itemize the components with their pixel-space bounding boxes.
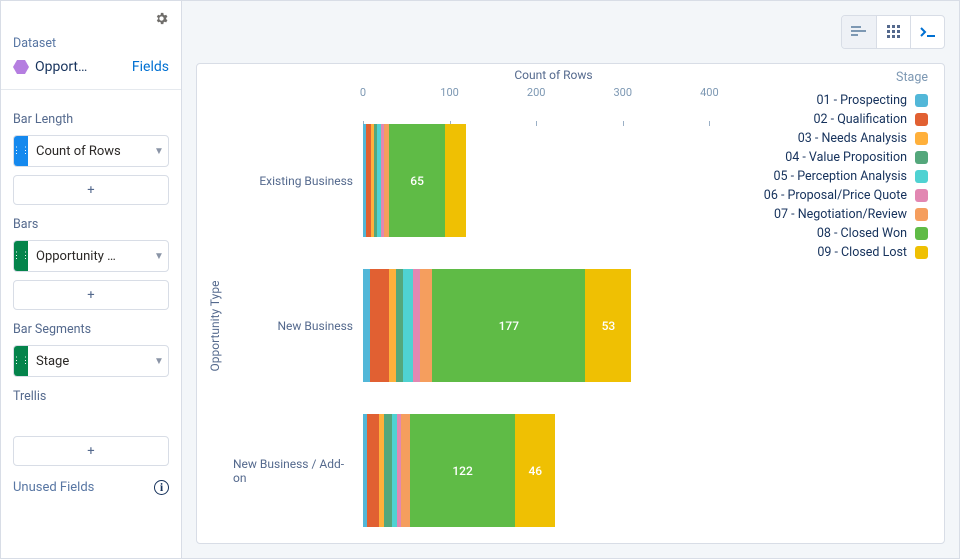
- bar-segment[interactable]: [403, 269, 413, 382]
- bar-row: 65: [363, 108, 744, 253]
- x-tick: 200: [527, 86, 546, 99]
- legend-swatch: [915, 170, 928, 183]
- legend-swatch: [915, 94, 928, 107]
- add-bar-length-button[interactable]: +: [13, 175, 169, 205]
- legend-swatch: [915, 246, 928, 259]
- legend-swatch: [915, 227, 928, 240]
- legend-item[interactable]: 09 - Closed Lost: [752, 245, 928, 260]
- bars-area: 65 17753 12246: [363, 108, 744, 543]
- bar-segment[interactable]: 53: [585, 269, 631, 382]
- x-tick: 100: [440, 86, 459, 99]
- info-icon[interactable]: i: [154, 480, 169, 495]
- bar-segment[interactable]: [384, 414, 393, 527]
- bar-segment[interactable]: [401, 414, 410, 527]
- bar-segment[interactable]: 122: [410, 414, 516, 527]
- drag-handle-icon[interactable]: ⋮⋮: [14, 346, 28, 376]
- bar-segment[interactable]: [370, 269, 389, 382]
- bar-segment[interactable]: 65: [389, 124, 445, 237]
- legend-swatch: [915, 189, 928, 202]
- x-tick: 400: [700, 86, 719, 99]
- main-panel: Count of Rows 0 100 200 300 400 Opportunity …: [182, 1, 959, 558]
- bar-segment[interactable]: [420, 269, 432, 382]
- stacked-bar[interactable]: 17753: [363, 269, 631, 382]
- x-tick: 300: [613, 86, 632, 99]
- bar-segment[interactable]: 177: [432, 269, 585, 382]
- add-bars-button[interactable]: +: [13, 280, 169, 310]
- bar-row: 17753: [363, 253, 744, 398]
- table-view-button[interactable]: [876, 16, 910, 48]
- bar-segments-pill[interactable]: ⋮⋮ Stage ▼: [13, 345, 169, 377]
- bar-segments-label: Bar Segments: [13, 322, 169, 337]
- bar-segment[interactable]: [396, 269, 403, 382]
- legend-item[interactable]: 02 - Qualification: [752, 112, 928, 127]
- category-labels: Existing BusinessNew BusinessNew Busines…: [233, 108, 363, 543]
- y-axis-title: Opportunity Type: [208, 280, 222, 371]
- gear-icon[interactable]: [154, 11, 169, 30]
- query-view-button[interactable]: [910, 16, 944, 48]
- legend-item[interactable]: 03 - Needs Analysis: [752, 131, 928, 146]
- legend-item[interactable]: 07 - Negotiation/Review: [752, 207, 928, 222]
- chevron-down-icon[interactable]: ▼: [150, 356, 168, 367]
- bar-row: 12246: [363, 398, 744, 543]
- bar-segment[interactable]: [367, 414, 379, 527]
- x-axis-title: Count of Rows: [514, 68, 592, 82]
- legend-swatch: [915, 113, 928, 126]
- unused-fields-label[interactable]: Unused Fields: [13, 480, 94, 495]
- legend: Stage 01 - Prospecting 02 - Qualification…: [744, 64, 944, 543]
- category-label: Existing Business: [233, 108, 363, 253]
- view-mode-group: [841, 15, 945, 49]
- add-trellis-button[interactable]: +: [13, 436, 169, 466]
- bar-length-label: Bar Length: [13, 112, 169, 127]
- drag-handle-icon[interactable]: ⋮⋮: [14, 241, 28, 271]
- chevron-down-icon[interactable]: ▼: [150, 146, 168, 157]
- chevron-down-icon[interactable]: ▼: [150, 251, 168, 262]
- bar-segment[interactable]: [445, 124, 466, 237]
- fields-link[interactable]: Fields: [93, 59, 169, 75]
- legend-item[interactable]: 05 - Perception Analysis: [752, 169, 928, 184]
- stacked-bar[interactable]: 12246: [363, 414, 555, 527]
- stacked-bar[interactable]: 65: [363, 124, 466, 237]
- bar-length-pill[interactable]: ⋮⋮ Count of Rows ▼: [13, 135, 169, 167]
- legend-title: Stage: [752, 70, 928, 85]
- x-tick: 0: [360, 86, 366, 99]
- drag-handle-icon[interactable]: ⋮⋮: [14, 136, 28, 166]
- bar-segment[interactable]: [389, 269, 396, 382]
- legend-swatch: [915, 132, 928, 145]
- legend-item[interactable]: 01 - Prospecting: [752, 93, 928, 108]
- category-label: New Business: [233, 253, 363, 398]
- legend-swatch: [915, 151, 928, 164]
- dataset-name[interactable]: Opport…: [35, 59, 87, 75]
- bar-segment[interactable]: [413, 269, 420, 382]
- chart-view-button[interactable]: [842, 16, 876, 48]
- bars-pill[interactable]: ⋮⋮ Opportunity … ▼: [13, 240, 169, 272]
- bars-label: Bars: [13, 217, 169, 232]
- legend-item[interactable]: 04 - Value Proposition: [752, 150, 928, 165]
- config-sidebar: Dataset Opport… Fields Bar Length ⋮⋮ Cou…: [1, 1, 182, 558]
- dataset-icon: [13, 60, 29, 74]
- dataset-heading: Dataset: [13, 36, 169, 51]
- category-label: New Business / Add-on: [233, 398, 363, 543]
- legend-swatch: [915, 208, 928, 221]
- legend-item[interactable]: 08 - Closed Won: [752, 226, 928, 241]
- bar-segment[interactable]: 46: [515, 414, 555, 527]
- legend-item[interactable]: 06 - Proposal/Price Quote: [752, 188, 928, 203]
- bar-segment[interactable]: [363, 269, 370, 382]
- chart-pane: Count of Rows 0 100 200 300 400 Opportunity …: [196, 63, 945, 544]
- trellis-label: Trellis: [13, 389, 169, 404]
